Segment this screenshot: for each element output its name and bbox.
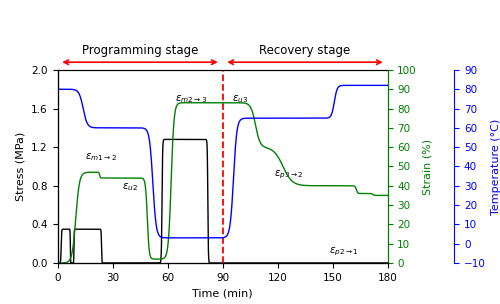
Text: $\varepsilon_{u2}$: $\varepsilon_{u2}$: [122, 181, 138, 193]
X-axis label: Time (min): Time (min): [192, 288, 253, 298]
Text: $\varepsilon_{p3{\to}2}$: $\varepsilon_{p3{\to}2}$: [274, 168, 304, 181]
Text: $\varepsilon_{u3}$: $\varepsilon_{u3}$: [232, 93, 248, 105]
Y-axis label: Temperature (°C): Temperature (°C): [492, 118, 500, 215]
Y-axis label: Strain (%): Strain (%): [422, 138, 432, 195]
Y-axis label: Stress (MPa): Stress (MPa): [16, 132, 26, 201]
Text: Recovery stage: Recovery stage: [260, 44, 350, 57]
Text: $\varepsilon_{m2{\to}3}$: $\varepsilon_{m2{\to}3}$: [175, 93, 207, 105]
Text: $\varepsilon_{p2{\to}1}$: $\varepsilon_{p2{\to}1}$: [329, 246, 358, 258]
Text: $\varepsilon_{m1{\to}2}$: $\varepsilon_{m1{\to}2}$: [85, 151, 117, 163]
Text: Programming stage: Programming stage: [82, 44, 198, 57]
